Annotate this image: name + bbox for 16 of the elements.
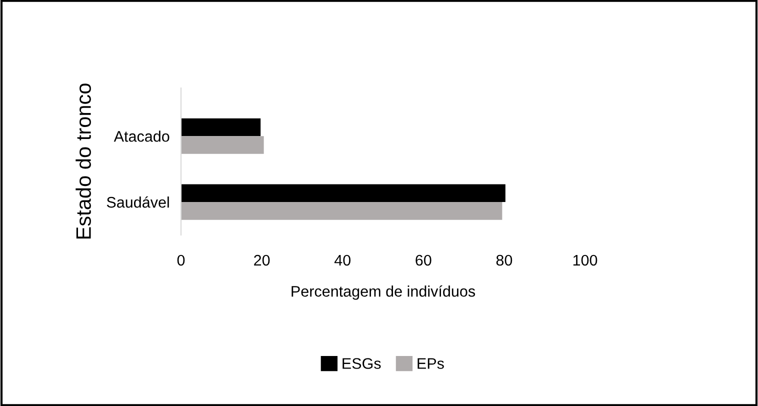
x-tick-label: 100 xyxy=(573,254,598,266)
legend-label: EPs xyxy=(418,358,444,369)
y-tick-label: Atacado xyxy=(114,130,170,142)
x-tick-label: 20 xyxy=(254,254,270,266)
bar xyxy=(181,202,502,220)
x-tick-label: 40 xyxy=(334,254,350,266)
bar xyxy=(181,136,264,154)
y-axis-title: Estado do tronco xyxy=(76,84,91,239)
legend-label: ESGs xyxy=(342,358,381,369)
x-axis-title: Percentagem de indivíduos xyxy=(292,285,476,300)
x-tick-label: 60 xyxy=(416,254,432,266)
x-tick-label: 0 xyxy=(177,254,185,266)
x-tick-label: 80 xyxy=(496,254,512,266)
bar xyxy=(181,184,506,202)
y-tick-label: Saudável xyxy=(106,196,169,208)
bar xyxy=(181,118,261,136)
